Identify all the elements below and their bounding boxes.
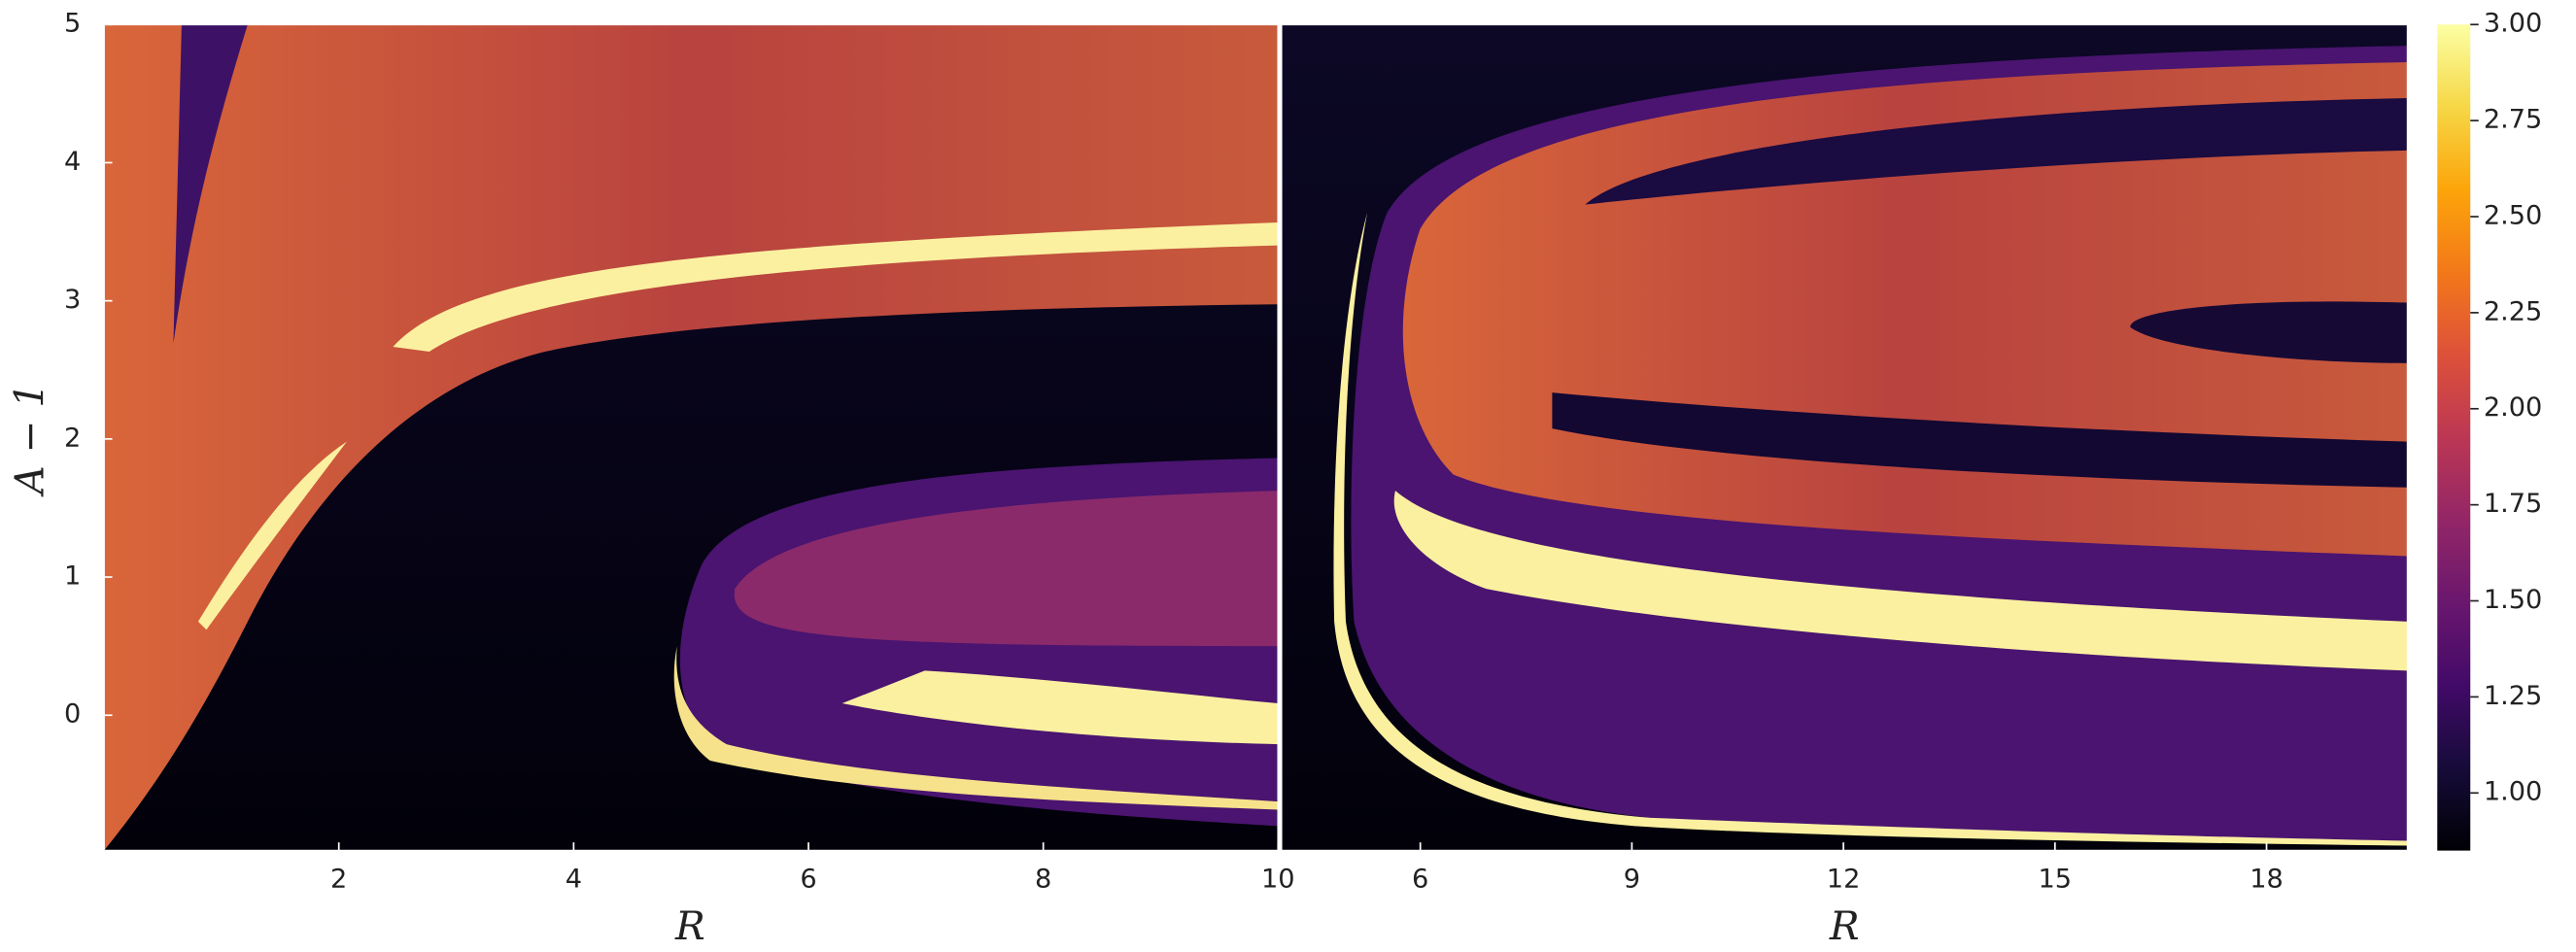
x-tick-label: 4 xyxy=(566,864,582,894)
colorbar xyxy=(2437,24,2470,850)
y-tick-label: 5 xyxy=(64,9,81,39)
colorbar-tick-label: 1.00 xyxy=(2484,777,2543,807)
heatmap-image xyxy=(104,24,1278,850)
x-tick-label: 6 xyxy=(800,864,816,894)
heatmap-image xyxy=(1282,24,2408,850)
x-tick-label: 8 xyxy=(1035,864,1051,894)
y-tick-label: 0 xyxy=(64,699,81,730)
x-tick-label: 6 xyxy=(1412,864,1428,894)
x-tick-label: 15 xyxy=(2039,864,2073,894)
y-axis-label: A − 1 xyxy=(6,383,52,497)
x-tick-label: 9 xyxy=(1624,864,1640,894)
x-tick-label: 18 xyxy=(2250,864,2284,894)
x-tick-label: 2 xyxy=(330,864,347,894)
colorbar-tick-label: 1.50 xyxy=(2484,585,2543,615)
y-tick-label: 4 xyxy=(64,147,81,177)
y-tick-label: 1 xyxy=(64,561,81,592)
x-axis-label: R xyxy=(674,902,705,949)
x-tick-label: 12 xyxy=(1827,864,1861,894)
colorbar-tick-label: 2.25 xyxy=(2484,296,2543,326)
y-tick-label: 3 xyxy=(64,285,81,315)
page: {"chart_data": [ {"type": "heatmap", "xl… xyxy=(0,0,2576,952)
y-tick-label: 2 xyxy=(64,423,81,453)
colorbar-tick-label: 1.75 xyxy=(2484,489,2543,519)
colorbar-tick-label: 2.75 xyxy=(2484,105,2543,135)
colorbar-tick-label: 2.00 xyxy=(2484,392,2543,423)
colorbar-tick-label: 1.25 xyxy=(2484,681,2543,711)
chart: R R A − 1 246810012345691215181.001.251.… xyxy=(0,0,2576,952)
x-axis-label: R xyxy=(1829,902,1860,949)
colorbar-tick-label: 2.50 xyxy=(2484,201,2543,231)
x-tick-label: 10 xyxy=(1261,864,1295,894)
colorbar-tick-label: 3.00 xyxy=(2484,9,2543,39)
